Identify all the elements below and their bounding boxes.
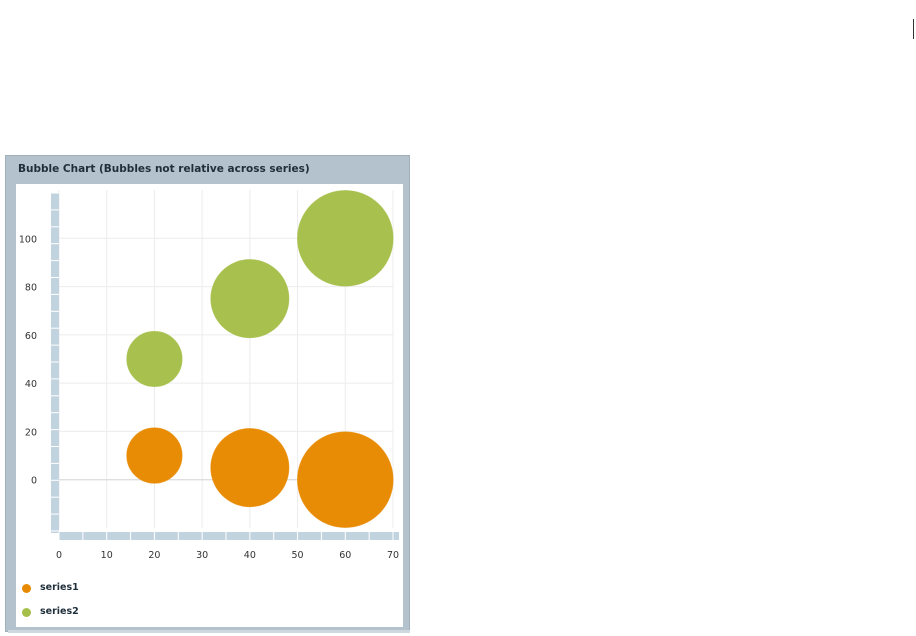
y-tick-label: 80 [25,283,37,294]
y-tick-label: 20 [25,427,37,438]
y-tick-label: 60 [25,331,37,342]
legend-label-series1: series1 [40,582,79,593]
x-tick-label: 40 [244,550,256,561]
x-tick-label: 60 [339,550,351,561]
x-tick-label: 20 [148,550,160,561]
x-axis-bar [59,532,399,540]
window-edge-marker [913,19,914,39]
x-tick-label: 50 [292,550,304,561]
x-tick-label: 70 [387,550,399,561]
bubble-series2 [126,330,183,388]
legend-swatch-series2 [22,608,31,617]
panel-shadow [8,630,410,633]
bubble-series2 [297,190,394,287]
bubble-chart-svg: 0 10 20 30 40 50 60 70 0 20 40 60 80 100 [19,190,399,561]
y-tick-label: 0 [31,476,37,487]
x-tick-label: 30 [196,550,208,561]
chart-panel: Bubble Chart (Bubbles not relative acros… [5,155,410,632]
x-tick-label: 10 [101,550,113,561]
y-tick-label: 100 [19,234,37,245]
bubble-series2 [210,259,290,339]
chart-area: 0 10 20 30 40 50 60 70 0 20 40 60 80 100 series1 seri… [16,184,403,627]
bubble-series1 [210,428,290,508]
legend-label-series2: series2 [40,606,79,617]
y-axis-bar [51,193,59,533]
bubble-series1 [126,427,183,484]
y-tick-label: 40 [25,379,37,390]
bubble-series1 [297,431,394,528]
chart-title: Bubble Chart (Bubbles not relative acros… [18,163,310,175]
x-tick-label: 0 [56,550,62,561]
legend-swatch-series1 [22,584,31,593]
